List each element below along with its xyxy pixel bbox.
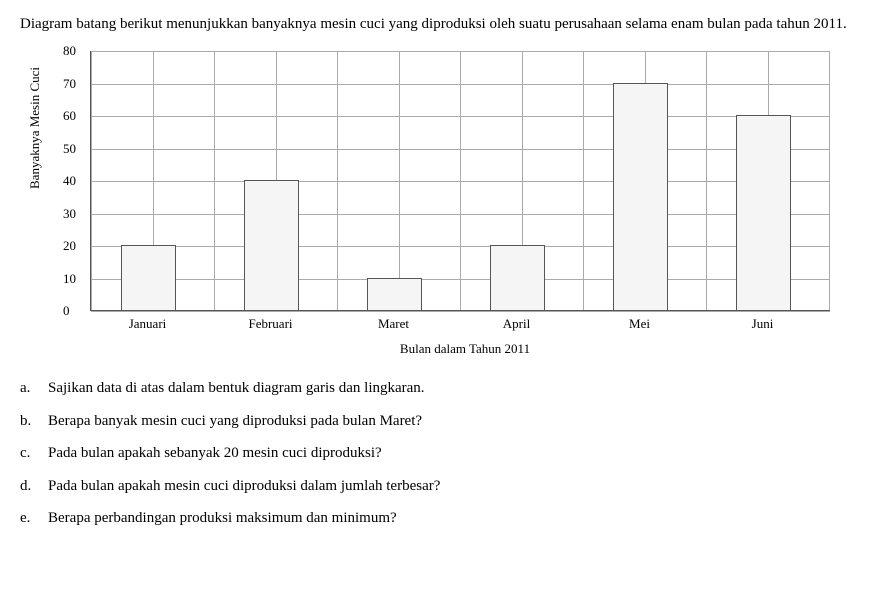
- x-label-maret: Maret: [378, 316, 409, 332]
- gridline-vertical: [214, 51, 215, 310]
- x-axis-labels: Januari Februari Maret April Mei Juni: [90, 311, 830, 336]
- x-label-februari: Februari: [248, 316, 292, 332]
- bar-juni: [736, 115, 791, 310]
- question-text: Berapa banyak mesin cuci yang diproduksi…: [48, 410, 422, 433]
- y-tick-label: 70: [63, 76, 76, 92]
- y-tick-label: 60: [63, 108, 76, 124]
- question-letter: e.: [20, 507, 48, 530]
- gridline-vertical: [706, 51, 707, 310]
- bar-maret: [367, 278, 422, 311]
- gridline-vertical: [583, 51, 584, 310]
- question-text: Berapa perbandingan produksi maksimum da…: [48, 507, 397, 530]
- gridline-vertical: [829, 51, 830, 310]
- question-text: Pada bulan apakah mesin cuci diproduksi …: [48, 475, 440, 498]
- question-row: d.Pada bulan apakah mesin cuci diproduks…: [20, 475, 870, 498]
- y-tick-label: 50: [63, 141, 76, 157]
- y-tick-label: 40: [63, 173, 76, 189]
- question-letter: c.: [20, 442, 48, 465]
- gridline-vertical: [460, 51, 461, 310]
- x-label-april: April: [503, 316, 530, 332]
- bar-mei: [613, 83, 668, 311]
- y-axis-label: Banyaknya Mesin Cuci: [27, 67, 43, 189]
- question-row: e.Berapa perbandingan produksi maksimum …: [20, 507, 870, 530]
- y-tick-label: 80: [63, 43, 76, 59]
- question-row: c.Pada bulan apakah sebanyak 20 mesin cu…: [20, 442, 870, 465]
- x-label-januari: Januari: [129, 316, 167, 332]
- question-row: a.Sajikan data di atas dalam bentuk diag…: [20, 377, 870, 400]
- y-tick-label: 20: [63, 238, 76, 254]
- x-label-juni: Juni: [752, 316, 774, 332]
- question-text: Pada bulan apakah sebanyak 20 mesin cuci…: [48, 442, 382, 465]
- x-axis-title: Bulan dalam Tahun 2011: [60, 341, 870, 357]
- chart-plot-area: 01020304050607080: [90, 51, 830, 311]
- problem-description: Diagram batang berikut menunjukkan banya…: [20, 12, 870, 36]
- y-tick-label: 0: [63, 303, 70, 319]
- y-tick-label: 10: [63, 271, 76, 287]
- question-letter: a.: [20, 377, 48, 400]
- bar-april: [490, 245, 545, 310]
- question-text: Sajikan data di atas dalam bentuk diagra…: [48, 377, 425, 400]
- gridline-vertical: [337, 51, 338, 310]
- question-list: a.Sajikan data di atas dalam bentuk diag…: [20, 377, 870, 530]
- gridline-vertical: [399, 51, 400, 310]
- bar-februari: [244, 180, 299, 310]
- x-label-mei: Mei: [629, 316, 650, 332]
- y-tick-label: 30: [63, 206, 76, 222]
- question-letter: d.: [20, 475, 48, 498]
- bar-januari: [121, 245, 176, 310]
- bar-chart: Banyaknya Mesin Cuci 01020304050607080 J…: [90, 51, 870, 357]
- question-row: b.Berapa banyak mesin cuci yang diproduk…: [20, 410, 870, 433]
- gridline-vertical: [91, 51, 92, 310]
- question-letter: b.: [20, 410, 48, 433]
